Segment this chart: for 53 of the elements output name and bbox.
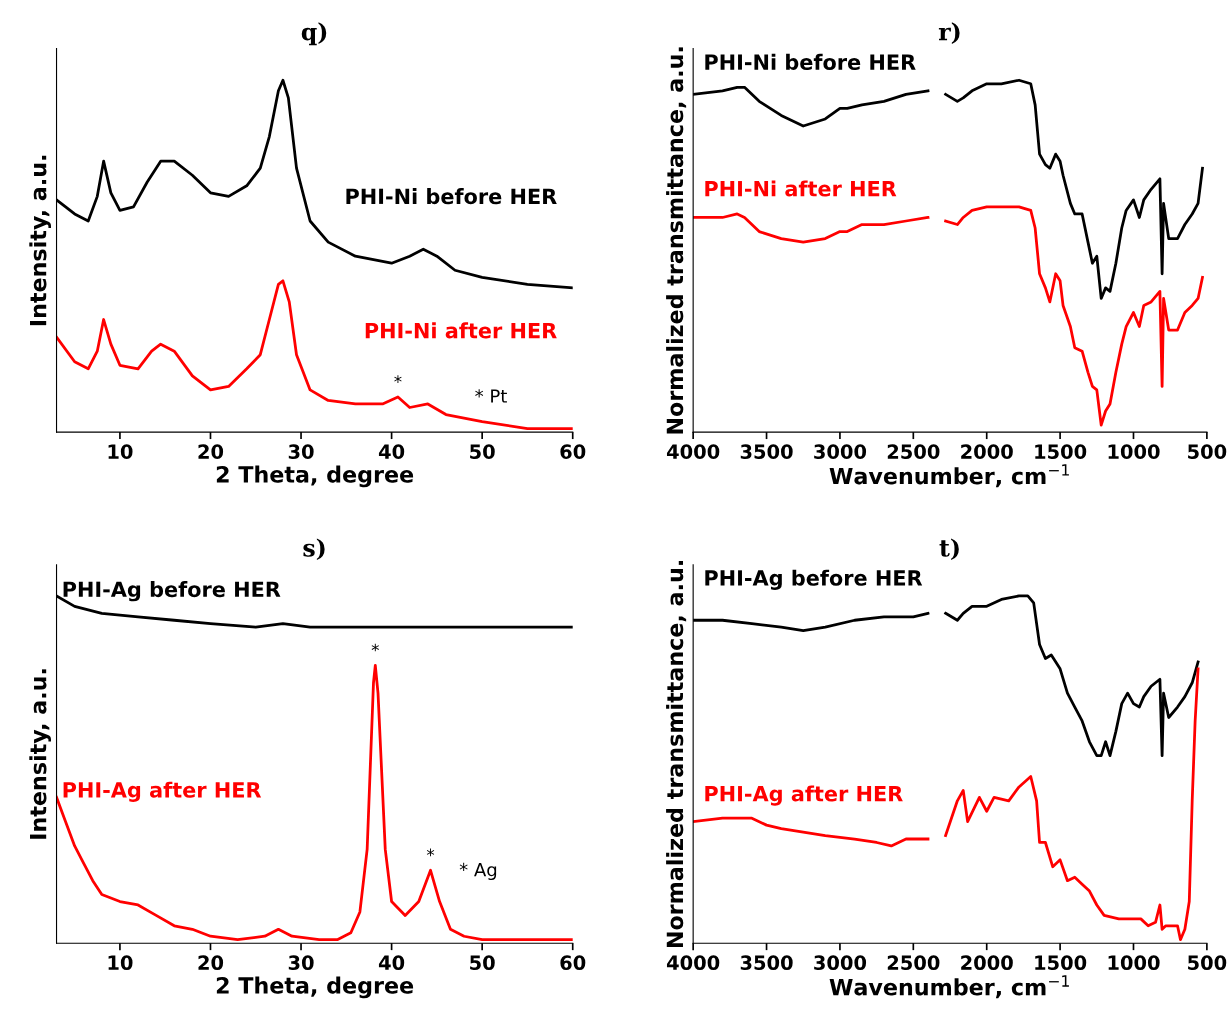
x-tick-label: 40 [378, 444, 405, 459]
x-tick-label: 30 [288, 444, 314, 459]
x-tick-label: 500 [1188, 444, 1227, 459]
series-label: PHI-Ag after HER [63, 781, 262, 802]
chart-title: t) [939, 538, 959, 561]
x-tick-label: 50 [470, 955, 495, 971]
x-tick-label: 30 [288, 955, 314, 971]
x-tick-label: 20 [198, 955, 224, 971]
x-tick-label: 60 [560, 444, 586, 459]
x-tick-label: 60 [560, 955, 586, 971]
x-tick-label: 1500 [1035, 444, 1087, 459]
x-tick-label: 3500 [740, 955, 793, 971]
x-axis-title: 2 Theta, degree [216, 465, 414, 488]
series-label: PHI-Ag before HER [63, 581, 281, 602]
x-tick-label: 2000 [961, 444, 1013, 459]
x-tick-label: 2500 [887, 955, 940, 971]
x-tick-label: 4000 [666, 955, 720, 971]
x-axis-title: Wavenumber, cm$^{−1}$ [829, 464, 1069, 488]
series-label: PHI-Ni before HER [346, 188, 557, 205]
x-tick-label: 2500 [887, 444, 940, 459]
annotation: * [371, 643, 379, 652]
series-label: PHI-Ag before HER [705, 569, 923, 590]
x-tick-label: 1500 [1035, 955, 1087, 971]
series-label: PHI-Ag after HER [705, 785, 903, 806]
x-axis-title: Wavenumber, cm$^{−1}$ [829, 975, 1069, 999]
x-tick-label: 50 [470, 444, 495, 459]
annotation: * [394, 375, 402, 383]
x-tick-label: 3000 [814, 955, 867, 971]
series-label: PHI-Ni before HER [705, 53, 916, 70]
x-tick-label: 500 [1188, 955, 1227, 971]
x-tick-label: 1000 [1108, 444, 1160, 459]
y-axis-title: Normalized transmittance, a.u. [666, 47, 687, 434]
text: PHI-Ni after HER [365, 322, 557, 339]
y-axis-title: Normalized transmittance, a.u. [666, 560, 687, 948]
x-tick-label: 40 [378, 955, 405, 971]
x-tick-label: 3000 [814, 444, 867, 459]
x-axis-title: 2 Theta, degree [216, 976, 414, 999]
x-tick-label: 10 [108, 444, 133, 459]
x-tick-label: 2000 [961, 955, 1013, 971]
x-tick-label: 20 [198, 444, 224, 459]
series-label: PHI-Ni after HER [705, 180, 897, 197]
x-tick-label: 4000 [666, 444, 720, 459]
annotation: * Ag [459, 862, 497, 881]
y-axis-title: Intensity, a.u. [29, 155, 51, 326]
annotation: * [426, 848, 435, 857]
x-tick-label: 1000 [1108, 955, 1160, 971]
chart-title: s) [303, 538, 325, 561]
x-tick-label: 3500 [740, 444, 793, 459]
chart-title: q) [301, 22, 327, 46]
annotation: * Pt [475, 389, 507, 403]
x-tick-label: 10 [108, 955, 133, 971]
y-axis-title: Intensity, a.u. [29, 669, 51, 839]
chart-title: r) [938, 22, 960, 44]
